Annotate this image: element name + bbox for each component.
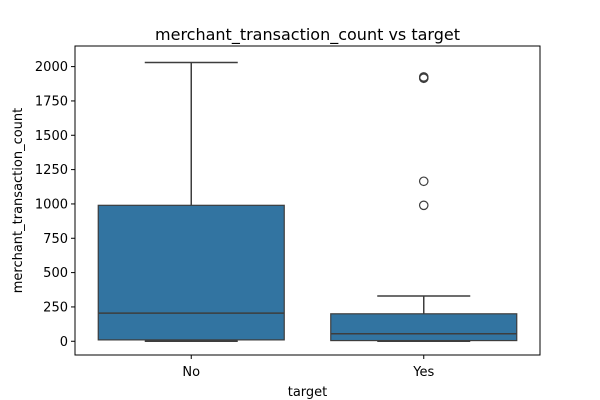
y-tick-label: 250 [43,300,68,315]
y-tick-label: 750 [43,232,68,247]
y-tick-label: 500 [43,266,68,281]
outlier-point [418,176,429,187]
y-tick-label: 1250 [35,163,68,178]
x-axis: No Yes [182,355,434,380]
y-tick-label: 1500 [35,129,68,144]
x-axis-label: target [288,385,328,400]
box-group-yes [330,72,518,343]
box-group-no [97,61,285,343]
x-tick-label: Yes [412,365,434,380]
boxes-layer [97,61,518,343]
outlier-point [418,200,429,211]
y-tick-label: 0 [60,335,68,350]
chart-title: merchant_transaction_count vs target [155,25,460,45]
plot-frame [74,45,541,356]
y-tick-label: 1750 [35,94,68,109]
box-iqr [330,313,518,342]
x-tick-label: No [182,365,200,380]
box-iqr [97,204,285,341]
y-tick-label: 1000 [35,197,68,212]
outlier-point [418,72,429,82]
y-tick-label: 2000 [35,60,68,75]
y-axis: 0 250 500 750 1000 1250 1500 1750 2000 [35,60,75,350]
y-axis-label: merchant_transaction_count [11,108,26,294]
